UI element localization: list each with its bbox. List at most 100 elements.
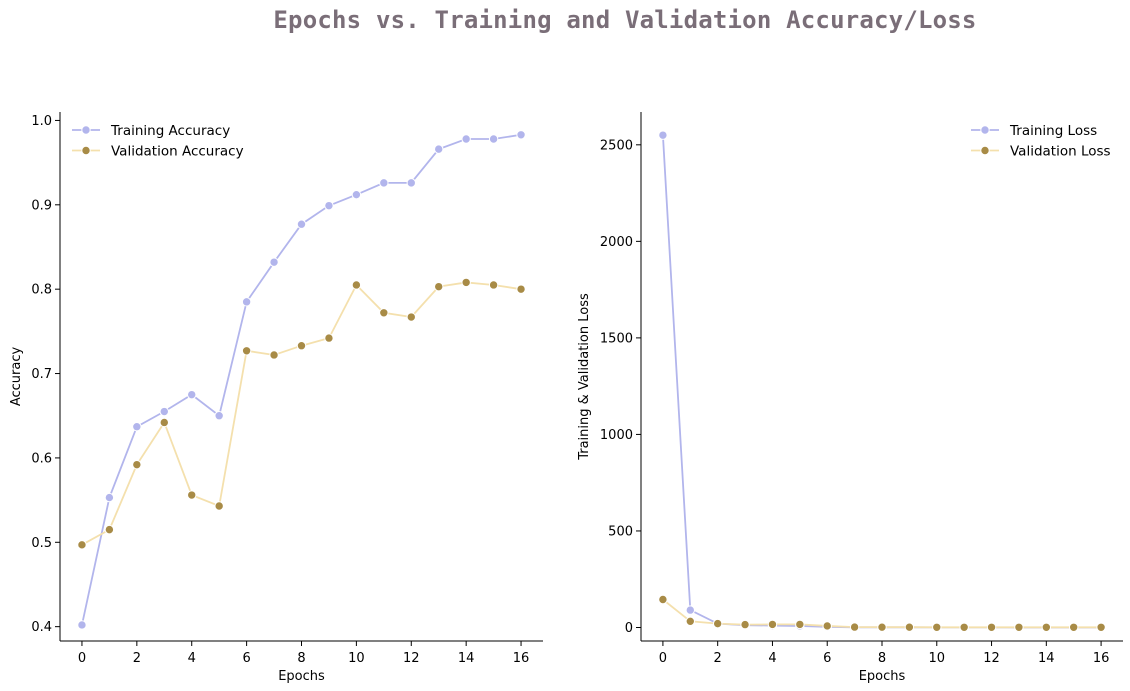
validation-data-point xyxy=(932,622,942,632)
figure-title: Epochs vs. Training and Validation Accur… xyxy=(273,6,977,34)
validation-data-point xyxy=(740,619,750,630)
validation-data-point xyxy=(434,281,444,292)
x-tick-label: 12 xyxy=(983,651,1000,666)
y-tick-label: 500 xyxy=(608,524,633,539)
training-data-point xyxy=(269,257,279,267)
validation-data-point xyxy=(849,622,860,632)
x-tick-label: 6 xyxy=(242,651,250,666)
x-tick-label: 10 xyxy=(928,651,945,666)
validation-data-point xyxy=(461,277,471,288)
x-tick-label: 12 xyxy=(403,651,420,666)
validation-legend-marker xyxy=(81,145,91,156)
training-data-point xyxy=(461,134,471,144)
validation-data-point xyxy=(77,540,87,550)
validation-data-point xyxy=(685,616,695,627)
training-legend-marker xyxy=(81,125,91,135)
x-axis-label: Epochs xyxy=(859,669,906,684)
x-tick-label: 14 xyxy=(458,651,475,666)
validation-data-point xyxy=(132,459,142,470)
y-tick-label: 0.8 xyxy=(31,283,52,298)
validation-data-point xyxy=(877,622,887,632)
validation-data-point xyxy=(767,619,778,630)
validation-data-point xyxy=(904,622,915,632)
validation-data-point xyxy=(822,621,832,631)
x-axis-label: Epochs xyxy=(278,669,325,684)
training-data-point xyxy=(104,492,115,503)
x-tick-label: 16 xyxy=(1093,651,1110,666)
y-tick-label: 0.6 xyxy=(31,451,52,466)
y-tick-label: 0.4 xyxy=(31,620,52,635)
training-data-point xyxy=(159,406,169,417)
validation-data-point xyxy=(1096,622,1106,632)
y-tick-label: 0.7 xyxy=(31,367,52,382)
validation-data-point xyxy=(658,594,668,605)
loss-chart: 0 2 4 6 8 10 12 14 16 0 500 1000 1500 2000 2500 Epochs T… xyxy=(577,112,1123,684)
validation-data-point xyxy=(986,622,997,632)
validation-data-point xyxy=(379,308,389,318)
training-series-line xyxy=(81,133,522,626)
training-data-point xyxy=(658,130,668,140)
validation-data-point xyxy=(159,417,169,428)
validation-data-point xyxy=(214,501,224,511)
x-tick-label: 0 xyxy=(659,651,667,666)
training-data-point xyxy=(324,200,334,211)
validation-data-point xyxy=(296,341,307,351)
y-axis-label: Training & Validation Loss xyxy=(577,293,592,461)
validation-data-point xyxy=(324,333,334,343)
x-tick-label: 4 xyxy=(768,651,776,666)
x-tick-label: 10 xyxy=(348,651,365,666)
validation-data-point xyxy=(351,280,362,290)
training-data-point xyxy=(685,605,695,615)
training-data-point xyxy=(187,389,197,400)
y-tick-label: 1000 xyxy=(600,428,633,443)
validation-data-point xyxy=(406,312,416,322)
x-tick-label: 14 xyxy=(1038,651,1055,666)
training-series-line xyxy=(662,135,1102,629)
y-tick-label: 2500 xyxy=(600,138,633,153)
training-data-point xyxy=(296,219,307,229)
validation-data-point xyxy=(795,619,805,630)
training-data-point xyxy=(406,178,416,188)
training-data-point xyxy=(241,297,252,307)
validation-data-point xyxy=(1041,622,1052,632)
validation-data-point xyxy=(104,524,115,535)
validation-data-point xyxy=(187,490,197,500)
training-legend-marker xyxy=(980,125,990,135)
validation-legend-label: Validation Accuracy xyxy=(111,143,244,159)
y-tick-label: 1500 xyxy=(600,331,633,346)
validation-series-line xyxy=(81,281,522,546)
validation-data-point xyxy=(269,350,279,360)
x-tick-label: 2 xyxy=(133,651,141,666)
x-tick-label: 0 xyxy=(78,651,86,666)
training-data-point xyxy=(516,130,526,140)
y-tick-label: 0.9 xyxy=(31,198,52,213)
x-tick-label: 8 xyxy=(297,651,305,666)
training-legend-label: Training Accuracy xyxy=(110,123,230,139)
training-data-point xyxy=(214,411,224,421)
validation-legend-label: Validation Loss xyxy=(1010,143,1111,159)
training-data-point xyxy=(132,422,142,432)
validation-data-point xyxy=(1069,622,1079,632)
validation-data-point xyxy=(516,284,526,294)
x-tick-label: 8 xyxy=(878,651,886,666)
x-tick-label: 2 xyxy=(714,651,722,666)
training-data-point xyxy=(379,178,389,188)
y-tick-label: 2000 xyxy=(600,235,633,250)
training-data-point xyxy=(488,134,499,144)
validation-legend-marker xyxy=(980,145,990,156)
validation-data-point xyxy=(959,622,969,632)
x-tick-label: 6 xyxy=(823,651,831,666)
validation-data-point xyxy=(1014,622,1024,632)
y-tick-label: 1.0 xyxy=(31,114,52,129)
training-data-point xyxy=(351,189,362,200)
accuracy-chart: 0 2 4 6 8 10 12 14 16 0.4 0.5 0.6 0.7 0.8 0.9 1.0 Epochs… xyxy=(9,112,543,684)
training-data-point xyxy=(434,144,444,154)
validation-data-point xyxy=(241,346,252,356)
y-tick-label: 0.5 xyxy=(31,536,52,551)
y-axis-label: Accuracy xyxy=(9,347,24,407)
x-tick-label: 4 xyxy=(188,651,196,666)
x-tick-label: 16 xyxy=(513,651,530,666)
validation-data-point xyxy=(712,618,723,629)
training-data-point xyxy=(77,620,87,630)
